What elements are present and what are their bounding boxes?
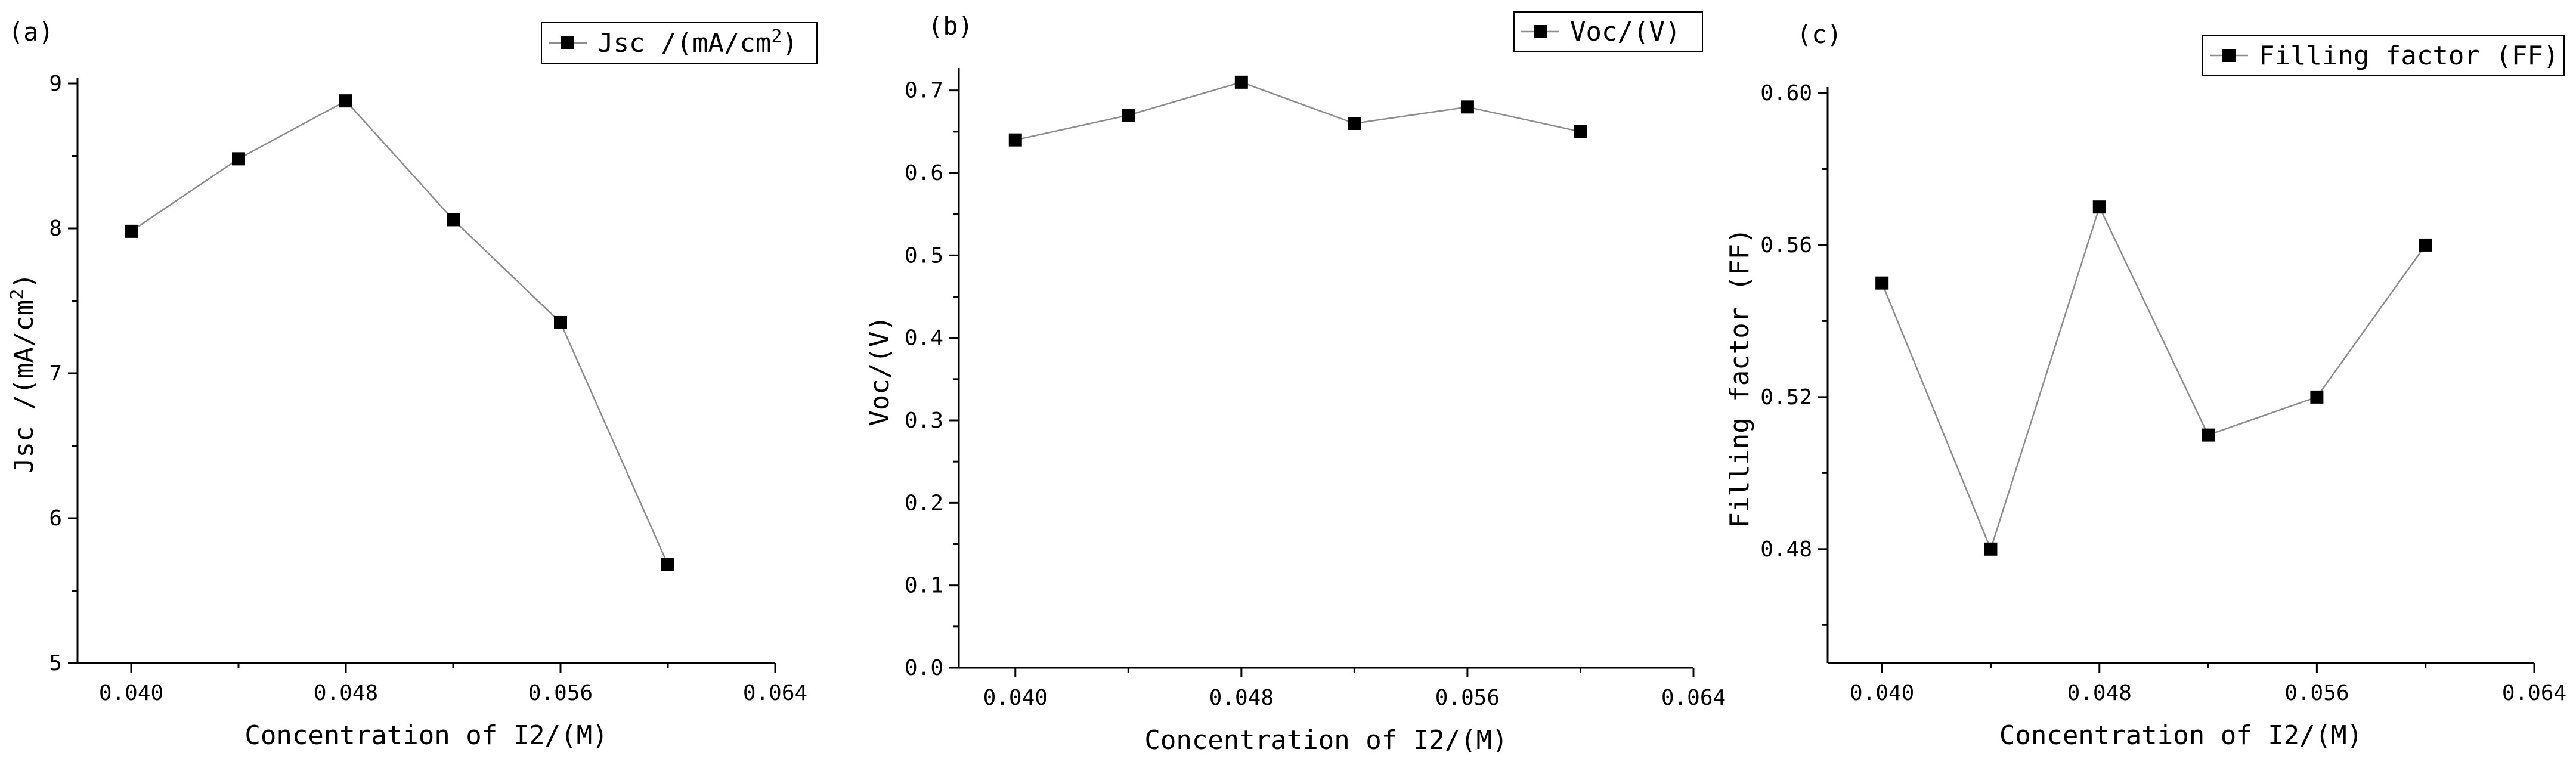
panel-c: 0.040 0.048 0.056 0.064 0.48 0.52 0.56 0.60 (c) C… [1724,20,2566,751]
chart-1-data-point [1008,133,1022,147]
chart-0-data-point [554,315,567,329]
chart-1-y-tick-label: 0.5 [905,243,943,268]
chart-2-x-tick-label: 0.040 [1850,681,1914,705]
chart-0-x-tick-label: 0.040 [99,681,163,705]
chart-0-data-point [447,213,460,227]
chart-0-y-axis-title: Jsc /(mA/cm2) [7,273,39,473]
chart-1-x-tick-label: 0.056 [1435,686,1500,710]
chart-0-data-point [125,224,138,238]
chart-0-legend-marker [561,36,574,49]
chart-1-y-axis-title-main: Voc/(V) [865,315,895,426]
chart-1-y-tick-label: 0.4 [905,326,943,351]
chart-1-data-point [1574,125,1587,138]
chart-2-y-tick-label: 0.52 [1760,385,1812,410]
chart-2-x-tick-label: 0.064 [2502,681,2566,705]
chart-0-legend-text-tail: ) [782,28,798,58]
chart-1-legend-text-main: Voc/(V) [1570,17,1680,47]
chart-2-data-point [2092,200,2106,214]
panel-b: 0.040 0.048 0.056 0.064 0.0 0.1 0.2 0.3 0.4 0.5 0.… [865,11,1726,755]
chart-2-y-axis-title: Filling factor (FF) [1724,228,1755,528]
chart-1-y-tick-label: 0.7 [905,79,943,103]
chart-0-legend-text-sup: 2 [771,26,782,47]
chart-2-data-point [1875,276,1889,290]
chart-0-data-point [339,94,352,108]
chart-1-legend-marker [1534,25,1547,38]
chart-0-y-axis-title-sup: 2 [7,289,28,300]
chart-0-legend-box [541,22,818,64]
chart-2-y-tick-label: 0.56 [1760,233,1812,258]
chart-2-x-tick-label: 0.056 [2284,681,2349,705]
chart-0-x-axis-title: Concentration of I2/(M) [244,720,608,751]
chart-0-y-tick-label: 6 [49,506,62,531]
chart-1-panel-label: (b) [928,11,973,41]
chart-1-y-tick-label: 0.1 [905,574,943,598]
chart-2-data-point [1984,542,1998,556]
chart-2-y-axis-title-main: Filling factor (FF) [1724,228,1755,528]
chart-0-y-tick-label: 9 [49,72,62,96]
chart-0-data-point [232,152,245,166]
chart-1-y-tick-label: 0.6 [905,161,943,185]
chart-1-x-axis-title: Concentration of I2/(M) [1144,725,1507,755]
chart-0-y-axis-title-main: Jsc /(mA/cm [9,300,39,473]
chart-2-legend-text: Filling factor (FF) [2259,41,2559,71]
chart-0-y-tick-label: 8 [49,216,62,241]
chart-2-legend-box [2202,35,2565,76]
chart-0-y-tick-label: 5 [49,651,62,676]
chart-2-series-line [1881,205,2426,552]
panel-a: 0.040 0.048 0.056 0.064 5 6 7 8 9 (a) Concentratio… [7,17,818,751]
chart-1-x-tick-label: 0.048 [1209,686,1274,710]
chart-2-x-tick-label: 0.048 [2067,681,2132,705]
chart-2-x-axis-title: Concentration of I2/(M) [1999,720,2363,751]
chart-0-panel-label: (a) [8,17,54,47]
chart-2-legend-marker [2222,49,2236,62]
chart-0-x-tick-label: 0.048 [314,681,378,705]
chart-2-y-tick-label: 0.60 [1760,81,1812,106]
chart-1-series-line [1015,81,1581,141]
chart-1-y-axis-title: Voc/(V) [865,315,895,426]
chart-1-y-tick-label: 0.2 [905,491,943,515]
chart-2-legend-text-main: Filling factor (FF) [2259,41,2559,71]
chart-1-data-point [1460,100,1474,114]
chart-0-x-tick-label: 0.064 [743,681,807,705]
chart-0-series-line [131,100,669,565]
chart-1-data-point [1122,109,1135,122]
chart-2-data-point [2202,428,2215,442]
chart-2-y-tick-label: 0.48 [1760,537,1812,562]
chart-2-panel-label: (c) [1797,20,1842,49]
chart-1-y-tick-label: 0.3 [905,408,943,433]
chart-0-data-point [661,558,674,571]
chart-0-y-axis-title-tail: ) [9,273,39,289]
chart-1-data-point [1348,117,1361,130]
chart-1-x-tick-label: 0.064 [1661,686,1726,710]
chart-1-y-tick-label: 0.0 [905,656,943,680]
chart-1-legend-text: Voc/(V) [1570,17,1680,47]
chart-0-legend-text: Jsc /(mA/cm2) [597,26,798,58]
chart-0-y-tick-label: 7 [49,361,62,386]
chart-1-data-point [1234,75,1248,89]
chart-2-data-point [2419,238,2432,252]
chart-2-data-point [2310,390,2324,404]
chart-1-x-tick-label: 0.040 [983,686,1048,710]
chart-0-x-tick-label: 0.056 [528,681,593,705]
chart-0-legend-text-main: Jsc /(mA/cm [597,28,771,58]
